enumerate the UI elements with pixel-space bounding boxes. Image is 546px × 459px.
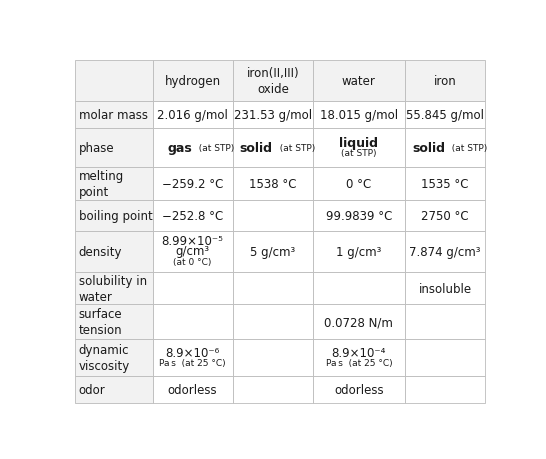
Bar xyxy=(75,273,152,305)
Bar xyxy=(152,231,233,273)
Bar xyxy=(152,201,233,231)
Bar xyxy=(233,168,313,201)
Text: 1538 °C: 1538 °C xyxy=(249,178,296,191)
Text: surface
tension: surface tension xyxy=(79,308,122,336)
Text: (at STP): (at STP) xyxy=(341,149,377,158)
Text: boiling point: boiling point xyxy=(79,210,152,223)
Text: 2.016 g/mol: 2.016 g/mol xyxy=(157,109,228,122)
Bar xyxy=(405,231,485,273)
Bar xyxy=(233,376,313,403)
Text: 7.874 g/cm³: 7.874 g/cm³ xyxy=(409,246,480,258)
Text: hydrogen: hydrogen xyxy=(164,74,221,88)
Bar xyxy=(313,201,405,231)
Text: density: density xyxy=(79,246,122,258)
Text: molar mass: molar mass xyxy=(79,109,148,122)
Bar xyxy=(152,273,233,305)
Bar xyxy=(405,168,485,201)
Bar xyxy=(405,339,485,376)
Text: (at STP): (at STP) xyxy=(274,144,315,153)
Text: −259.2 °C: −259.2 °C xyxy=(162,178,223,191)
Bar xyxy=(75,102,152,129)
Text: 231.53 g/mol: 231.53 g/mol xyxy=(234,109,312,122)
Bar xyxy=(75,61,152,102)
Text: 0 °C: 0 °C xyxy=(346,178,371,191)
Text: odor: odor xyxy=(79,383,105,396)
Bar xyxy=(75,305,152,339)
Text: 2750 °C: 2750 °C xyxy=(421,210,469,223)
Bar xyxy=(313,61,405,102)
Text: melting
point: melting point xyxy=(79,170,124,199)
Text: 1535 °C: 1535 °C xyxy=(421,178,468,191)
Bar xyxy=(75,201,152,231)
Text: iron: iron xyxy=(434,74,456,88)
Text: liquid: liquid xyxy=(340,137,378,150)
Bar xyxy=(405,273,485,305)
Bar xyxy=(313,102,405,129)
Bar xyxy=(313,129,405,168)
Text: Pa s  (at 25 °C): Pa s (at 25 °C) xyxy=(325,358,392,367)
Bar xyxy=(75,129,152,168)
Bar xyxy=(233,305,313,339)
Text: 5 g/cm³: 5 g/cm³ xyxy=(250,246,295,258)
Text: 8.9×10⁻⁴: 8.9×10⁻⁴ xyxy=(332,346,386,359)
Text: (at STP): (at STP) xyxy=(193,144,235,153)
Bar xyxy=(152,129,233,168)
Bar xyxy=(313,376,405,403)
Bar xyxy=(233,201,313,231)
Text: 99.9839 °C: 99.9839 °C xyxy=(326,210,392,223)
Bar xyxy=(152,339,233,376)
Bar xyxy=(405,61,485,102)
Bar xyxy=(313,231,405,273)
Bar xyxy=(233,231,313,273)
Text: 0.0728 N/m: 0.0728 N/m xyxy=(324,315,393,328)
Bar xyxy=(75,168,152,201)
Text: dynamic
viscosity: dynamic viscosity xyxy=(79,343,130,372)
Bar xyxy=(313,273,405,305)
Bar xyxy=(152,305,233,339)
Bar xyxy=(233,129,313,168)
Text: odorless: odorless xyxy=(334,383,384,396)
Bar xyxy=(313,305,405,339)
Bar xyxy=(405,102,485,129)
Bar xyxy=(152,376,233,403)
Text: solid: solid xyxy=(240,142,273,155)
Bar xyxy=(75,231,152,273)
Text: (at STP): (at STP) xyxy=(446,144,487,153)
Bar xyxy=(405,376,485,403)
Bar xyxy=(75,339,152,376)
Bar xyxy=(405,201,485,231)
Text: Pa s  (at 25 °C): Pa s (at 25 °C) xyxy=(159,358,226,367)
Text: solid: solid xyxy=(412,142,445,155)
Bar xyxy=(405,129,485,168)
Text: odorless: odorless xyxy=(168,383,217,396)
Bar xyxy=(313,339,405,376)
Bar xyxy=(233,102,313,129)
Text: 55.845 g/mol: 55.845 g/mol xyxy=(406,109,484,122)
Text: 1 g/cm³: 1 g/cm³ xyxy=(336,246,382,258)
Text: (at 0 °C): (at 0 °C) xyxy=(174,257,212,266)
Bar xyxy=(152,61,233,102)
Text: gas: gas xyxy=(168,142,193,155)
Text: phase: phase xyxy=(79,142,115,155)
Bar xyxy=(152,102,233,129)
Bar xyxy=(233,61,313,102)
Text: −252.8 °C: −252.8 °C xyxy=(162,210,223,223)
Bar xyxy=(405,305,485,339)
Text: 8.9×10⁻⁶: 8.9×10⁻⁶ xyxy=(165,346,220,359)
Text: water: water xyxy=(342,74,376,88)
Text: 8.99×10⁻⁵: 8.99×10⁻⁵ xyxy=(162,235,224,248)
Bar xyxy=(75,376,152,403)
Text: g/cm³: g/cm³ xyxy=(176,244,210,257)
Bar xyxy=(313,168,405,201)
Bar xyxy=(152,168,233,201)
Text: iron(II,III)
oxide: iron(II,III) oxide xyxy=(246,67,299,95)
Text: 18.015 g/mol: 18.015 g/mol xyxy=(320,109,398,122)
Bar xyxy=(233,339,313,376)
Text: solubility in
water: solubility in water xyxy=(79,274,147,303)
Bar xyxy=(233,273,313,305)
Text: insoluble: insoluble xyxy=(418,282,472,295)
